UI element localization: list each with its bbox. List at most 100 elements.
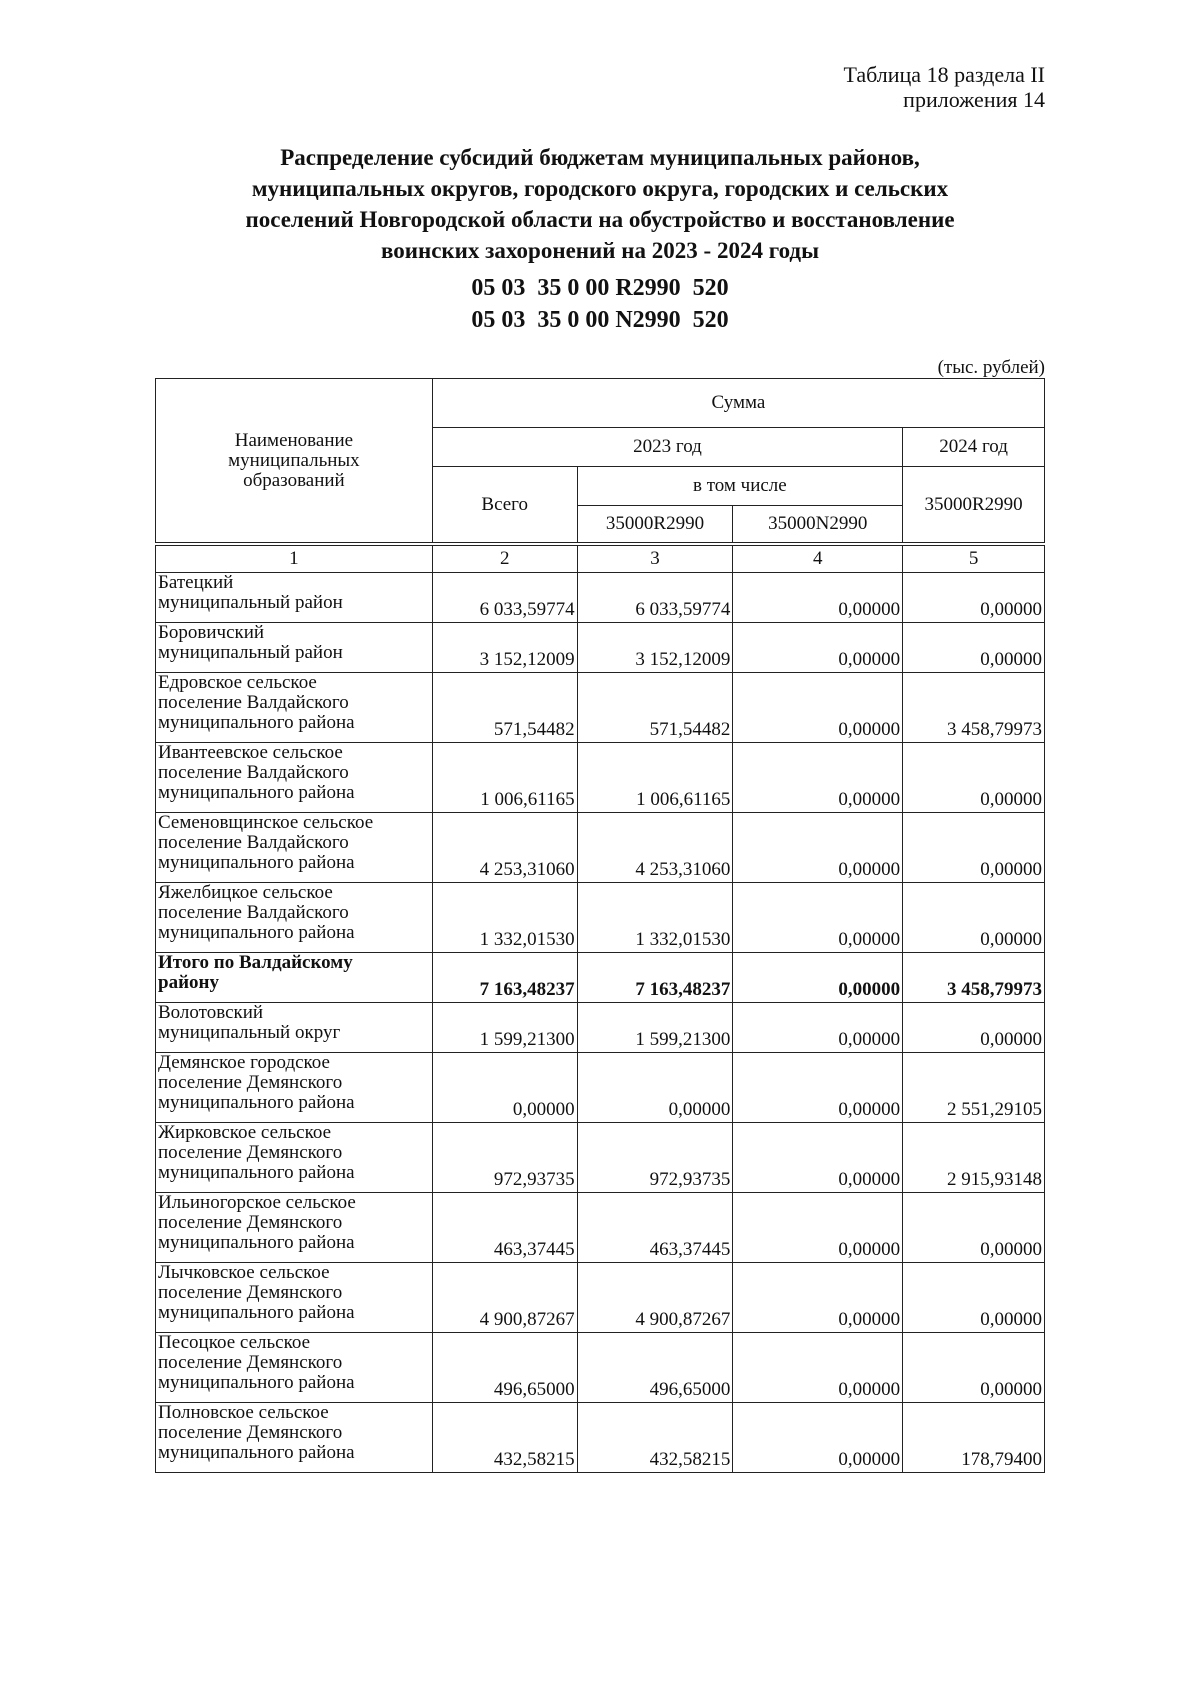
name-line: поселение Демянского — [158, 1282, 343, 1303]
table-row: Боровичский муниципальный район 3 152,1200… — [155, 622, 1045, 673]
name-line: поселение Валдайского — [158, 692, 349, 713]
value-n2990-2023: 0,00000 — [732, 1002, 904, 1053]
total-row: Итого по Валдайскому району 7 163,48237 7 1… — [155, 952, 1045, 1003]
document-title: Распределение субсидий бюджетам муниципа… — [150, 142, 1050, 266]
budget-code: 05 03 35 0 00 N2990 520 — [471, 307, 729, 333]
column-number: 5 — [902, 542, 1045, 573]
municipality-name: Жирковское сельское поселение Демянского м… — [155, 1122, 433, 1193]
title-line: Распределение субсидий бюджетам муниципа… — [280, 145, 920, 170]
value-total-2023: 6 033,59774 — [431, 572, 578, 623]
municipality-name: Волотовский муниципальный округ — [155, 1002, 433, 1053]
value-r2990-2024: 178,79400 — [902, 1402, 1045, 1473]
header-2024: 2024 год — [902, 427, 1045, 467]
header-name: Наименование муниципальных образований — [155, 378, 433, 545]
name-line: муниципального района — [158, 1232, 355, 1253]
municipality-name: Семеновщинское сельское поселение Валдайс… — [155, 812, 433, 883]
value-total-2023: 4 900,87267 — [431, 1262, 578, 1333]
name-line: Боровичский — [158, 622, 265, 643]
value-n2990-2023: 0,00000 — [732, 1402, 904, 1473]
name-line: муниципального района — [158, 1092, 355, 1113]
name-line: муниципального района — [158, 852, 355, 873]
municipality-name: Батецкий муниципальный район — [155, 572, 433, 623]
value-n2990-2023: 0,00000 — [732, 572, 904, 623]
municipality-name: Яжелбицкое сельское поселение Валдайского… — [155, 882, 433, 953]
header-sum: Сумма — [431, 378, 1046, 428]
value-r2990-2024: 0,00000 — [902, 1002, 1045, 1053]
column-number: 3 — [576, 542, 734, 573]
municipality-name: Ивантеевское сельское поселение Валдайско… — [155, 742, 433, 813]
table-row: Семеновщинское сельское поселение Валдайс… — [155, 812, 1045, 883]
value-r2990-2023: 3 152,12009 — [576, 622, 734, 673]
value-r2990-2024: 0,00000 — [902, 572, 1045, 623]
value-total-2023: 7 163,48237 — [431, 952, 578, 1003]
name-line: муниципальный район — [158, 642, 343, 663]
name-line: Ильиногорское сельское — [158, 1192, 356, 1213]
value-r2990-2023: 0,00000 — [576, 1052, 734, 1123]
value-r2990-2023: 1 599,21300 — [576, 1002, 734, 1053]
header-col4-code: 35000N2990 — [732, 505, 904, 545]
municipality-name: Песоцкое сельское поселение Демянского мун… — [155, 1332, 433, 1403]
municipality-name: Едровское сельское поселение Валдайского м… — [155, 672, 433, 743]
budget-codes: 05 03 35 0 00 R2990 520 05 03 35 0 00 N2… — [150, 272, 1050, 336]
name-line: поселение Валдайского — [158, 832, 349, 853]
table-row: Демянское городское поселение Демянского м… — [155, 1052, 1045, 1123]
name-line: Лычковское сельское — [158, 1262, 330, 1283]
value-r2990-2023: 496,65000 — [576, 1332, 734, 1403]
value-total-2023: 571,54482 — [431, 672, 578, 743]
name-line: поселение Демянского — [158, 1072, 343, 1093]
value-n2990-2023: 0,00000 — [732, 672, 904, 743]
value-n2990-2023: 0,00000 — [732, 742, 904, 813]
value-n2990-2023: 0,00000 — [732, 1192, 904, 1263]
value-r2990-2024: 0,00000 — [902, 622, 1045, 673]
value-r2990-2023: 1 332,01530 — [576, 882, 734, 953]
units-label: (тыс. рублей) — [937, 357, 1045, 378]
name-line: муниципального района — [158, 782, 355, 803]
table-row: Лычковское сельское поселение Демянского м… — [155, 1262, 1045, 1333]
name-line: муниципального района — [158, 1372, 355, 1393]
value-r2990-2023: 4 900,87267 — [576, 1262, 734, 1333]
name-line: поселение Демянского — [158, 1422, 343, 1443]
value-total-2023: 0,00000 — [431, 1052, 578, 1123]
name-line: Яжелбицкое сельское — [158, 882, 333, 903]
value-r2990-2023: 571,54482 — [576, 672, 734, 743]
value-n2990-2023: 0,00000 — [732, 952, 904, 1003]
name-line: муниципальный округ — [158, 1022, 341, 1043]
name-line: муниципального района — [158, 1302, 355, 1323]
table-row: Батецкий муниципальный район 6 033,59774 6 … — [155, 572, 1045, 623]
value-n2990-2023: 0,00000 — [732, 1122, 904, 1193]
value-r2990-2023: 972,93735 — [576, 1122, 734, 1193]
table-row: Волотовский муниципальный округ 1 599,2130… — [155, 1002, 1045, 1053]
name-line: Жирковское сельское — [158, 1122, 332, 1143]
value-r2990-2023: 7 163,48237 — [576, 952, 734, 1003]
value-r2990-2024: 0,00000 — [902, 1192, 1045, 1263]
name-line: поселение Демянского — [158, 1352, 343, 1373]
value-total-2023: 1 006,61165 — [431, 742, 578, 813]
municipality-name: Итого по Валдайскому району — [155, 952, 433, 1003]
title-line: поселений Новгородской области на обустр… — [245, 207, 955, 232]
header-including: в том числе — [576, 466, 904, 506]
title-line: муниципальных округов, городского округа… — [251, 176, 949, 201]
name-line: Итого по Валдайскому — [158, 952, 353, 973]
value-r2990-2023: 4 253,31060 — [576, 812, 734, 883]
value-total-2023: 4 253,31060 — [431, 812, 578, 883]
value-total-2023: 972,93735 — [431, 1122, 578, 1193]
name-line: Песоцкое сельское — [158, 1332, 311, 1353]
value-total-2023: 3 152,12009 — [431, 622, 578, 673]
name-line: муниципального района — [158, 1162, 355, 1183]
name-line: муниципального района — [158, 922, 355, 943]
name-line: поселение Валдайского — [158, 902, 349, 923]
name-line: муниципальный район — [158, 592, 343, 613]
column-number: 4 — [732, 542, 904, 573]
table-row: Ивантеевское сельское поселение Валдайско… — [155, 742, 1045, 813]
name-line: Ивантеевское сельское — [158, 742, 343, 763]
value-total-2023: 496,65000 — [431, 1332, 578, 1403]
header-col3-code: 35000R2990 — [576, 505, 734, 545]
municipality-name: Демянское городское поселение Демянского м… — [155, 1052, 433, 1123]
reference-line: Таблица 18 раздела II — [843, 62, 1045, 87]
value-total-2023: 1 599,21300 — [431, 1002, 578, 1053]
value-n2990-2023: 0,00000 — [732, 1052, 904, 1123]
name-line: Семеновщинское сельское — [158, 812, 374, 833]
title-line: воинских захоронений на 2023 - 2024 годы — [380, 238, 820, 263]
table-row: Яжелбицкое сельское поселение Валдайского… — [155, 882, 1045, 953]
value-r2990-2023: 463,37445 — [576, 1192, 734, 1263]
